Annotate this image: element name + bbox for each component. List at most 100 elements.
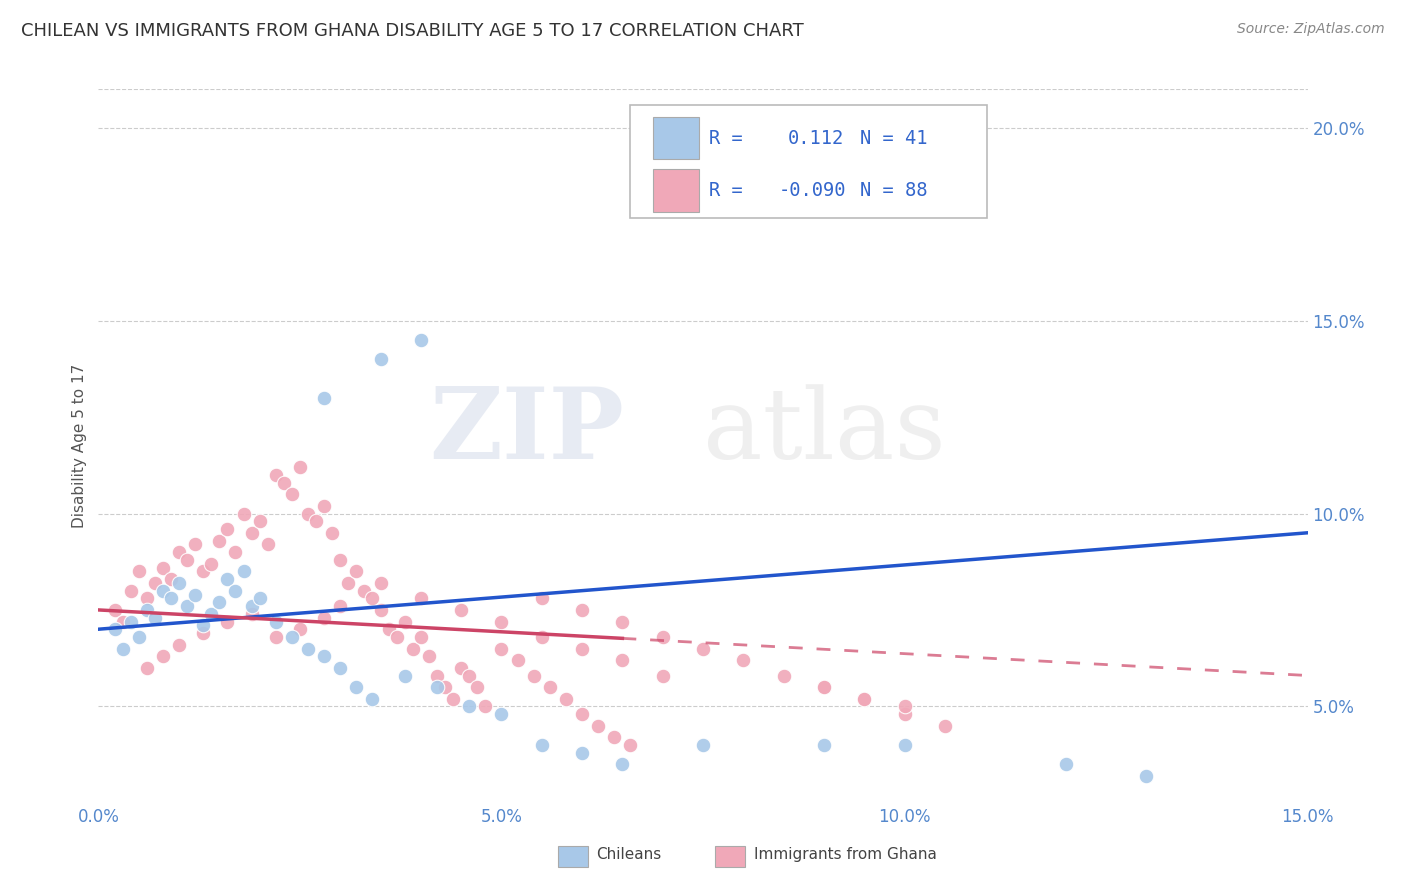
- Point: [1135, 769, 1157, 783]
- Point: [385, 630, 408, 644]
- Point: [256, 537, 278, 551]
- Point: [208, 533, 231, 548]
- Point: [934, 719, 956, 733]
- Point: [224, 583, 246, 598]
- Point: [184, 537, 207, 551]
- Point: [314, 499, 336, 513]
- Point: [103, 603, 125, 617]
- Point: [152, 583, 174, 598]
- Point: [128, 630, 150, 644]
- Point: [135, 603, 157, 617]
- Point: [465, 680, 488, 694]
- Point: [813, 680, 835, 694]
- Point: [586, 719, 609, 733]
- Text: -0.090: -0.090: [779, 181, 846, 201]
- Point: [264, 615, 287, 629]
- Point: [491, 641, 513, 656]
- Point: [111, 641, 134, 656]
- Point: [264, 630, 287, 644]
- Point: [200, 557, 222, 571]
- Point: [651, 668, 673, 682]
- Point: [314, 391, 336, 405]
- Point: [813, 680, 835, 694]
- Point: [571, 746, 593, 760]
- Point: [402, 641, 425, 656]
- Text: ZIP: ZIP: [429, 384, 624, 480]
- Point: [329, 661, 352, 675]
- Point: [361, 591, 384, 606]
- Point: [409, 333, 432, 347]
- Point: [772, 668, 794, 682]
- Point: [370, 352, 392, 367]
- Point: [240, 599, 263, 613]
- Point: [893, 738, 915, 752]
- Point: [160, 572, 183, 586]
- Point: [571, 641, 593, 656]
- Point: [273, 475, 295, 490]
- Point: [167, 576, 190, 591]
- Point: [571, 707, 593, 722]
- Point: [1054, 757, 1077, 772]
- Bar: [558, 846, 588, 867]
- Point: [167, 638, 190, 652]
- Point: [224, 545, 246, 559]
- Point: [200, 607, 222, 621]
- Point: [434, 680, 457, 694]
- Point: [297, 507, 319, 521]
- Text: Immigrants from Ghana: Immigrants from Ghana: [754, 847, 936, 863]
- Text: atlas: atlas: [703, 384, 945, 480]
- Point: [120, 583, 142, 598]
- Point: [370, 576, 392, 591]
- Point: [232, 565, 254, 579]
- Text: CHILEAN VS IMMIGRANTS FROM GHANA DISABILITY AGE 5 TO 17 CORRELATION CHART: CHILEAN VS IMMIGRANTS FROM GHANA DISABIL…: [21, 22, 804, 40]
- Point: [458, 699, 481, 714]
- Point: [418, 649, 440, 664]
- Point: [288, 460, 311, 475]
- Point: [458, 668, 481, 682]
- Point: [612, 757, 634, 772]
- Point: [135, 661, 157, 675]
- Point: [538, 680, 561, 694]
- Text: N = 88: N = 88: [860, 181, 928, 201]
- Point: [264, 467, 287, 482]
- Point: [314, 649, 336, 664]
- Point: [733, 653, 755, 667]
- Point: [249, 514, 271, 528]
- Point: [530, 630, 553, 644]
- Point: [160, 591, 183, 606]
- Point: [370, 603, 392, 617]
- Text: Source: ZipAtlas.com: Source: ZipAtlas.com: [1237, 22, 1385, 37]
- Point: [530, 738, 553, 752]
- Point: [353, 583, 375, 598]
- Point: [249, 591, 271, 606]
- Point: [853, 691, 876, 706]
- Point: [297, 641, 319, 656]
- Point: [853, 691, 876, 706]
- Text: Chileans: Chileans: [596, 847, 662, 863]
- Text: 0.112: 0.112: [787, 128, 844, 147]
- Point: [344, 565, 367, 579]
- Point: [120, 615, 142, 629]
- Point: [474, 699, 496, 714]
- Point: [651, 630, 673, 644]
- Point: [692, 641, 714, 656]
- Point: [176, 599, 198, 613]
- Point: [337, 576, 360, 591]
- Point: [152, 560, 174, 574]
- Point: [409, 630, 432, 644]
- FancyBboxPatch shape: [630, 105, 987, 218]
- Point: [603, 730, 626, 744]
- Point: [281, 630, 304, 644]
- Point: [612, 653, 634, 667]
- Point: [111, 615, 134, 629]
- Point: [441, 691, 464, 706]
- Bar: [716, 846, 745, 867]
- Point: [523, 668, 546, 682]
- Point: [128, 565, 150, 579]
- Point: [167, 545, 190, 559]
- Point: [143, 576, 166, 591]
- Point: [530, 591, 553, 606]
- Point: [193, 618, 215, 632]
- Point: [426, 680, 449, 694]
- Point: [506, 653, 529, 667]
